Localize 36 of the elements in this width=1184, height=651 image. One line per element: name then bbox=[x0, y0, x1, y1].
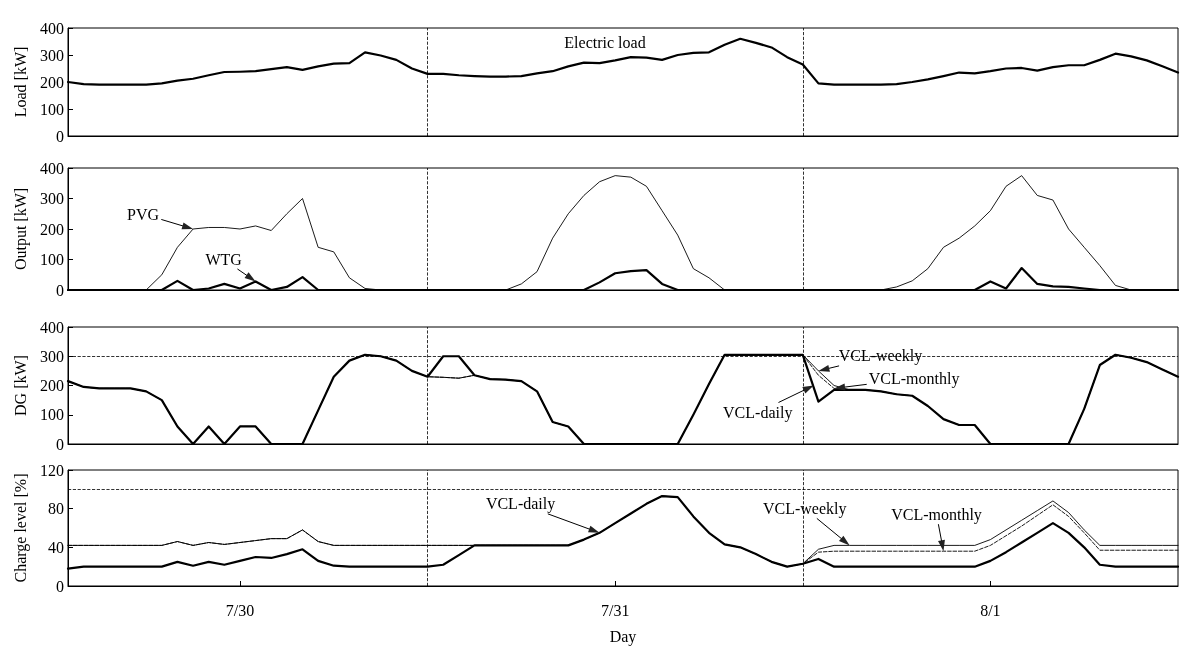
y-tick-label: 400 bbox=[40, 318, 64, 336]
annotation: WTG bbox=[205, 250, 243, 268]
y-tick-label: 40 bbox=[48, 538, 64, 556]
y-tick-label: 400 bbox=[40, 19, 64, 37]
y-tick-label: 100 bbox=[40, 100, 64, 118]
y-axis-title: Output [kW] bbox=[11, 187, 30, 271]
y-tick-label: 400 bbox=[40, 159, 64, 177]
y-tick-label: 200 bbox=[40, 220, 64, 238]
y-axis-title: DG [kW] bbox=[11, 355, 29, 416]
y-tick-label: 300 bbox=[40, 46, 64, 64]
y-tick-label: 100 bbox=[40, 251, 64, 268]
annotation: VCL-daily bbox=[485, 495, 556, 514]
y-tick-label: 100 bbox=[40, 406, 64, 424]
annotation: Electric load bbox=[564, 33, 646, 51]
y-tick-label: 0 bbox=[56, 577, 64, 595]
y-tick-label: 80 bbox=[48, 500, 64, 518]
y-tick-label: 0 bbox=[56, 281, 64, 299]
x-tick-label: 7/30 bbox=[225, 601, 255, 619]
annotation: VCL-weekly bbox=[838, 347, 923, 366]
y-tick-label: 120 bbox=[40, 461, 64, 479]
x-tick-label: 7/31 bbox=[600, 601, 630, 619]
y-axis-title: Load [kW] bbox=[11, 46, 29, 118]
y-tick-label: 300 bbox=[40, 190, 64, 207]
x-tick-label: 8/1 bbox=[980, 601, 1001, 619]
x-axis-title: Day bbox=[609, 627, 637, 646]
annotation: VCL-weekly bbox=[762, 499, 847, 518]
y-tick-label: 0 bbox=[56, 435, 64, 453]
annotation: VCL-daily bbox=[723, 404, 793, 422]
annotation: VCL-monthly bbox=[891, 505, 982, 524]
y-tick-label: 300 bbox=[40, 347, 64, 365]
annotation: VCL-monthly bbox=[868, 369, 960, 388]
y-tick-label: 200 bbox=[40, 73, 64, 91]
y-tick-label: 200 bbox=[40, 377, 64, 394]
y-tick-label: 0 bbox=[56, 127, 64, 145]
annotation: PVG bbox=[127, 205, 160, 223]
y-axis-title: Charge level [%] bbox=[11, 473, 30, 583]
